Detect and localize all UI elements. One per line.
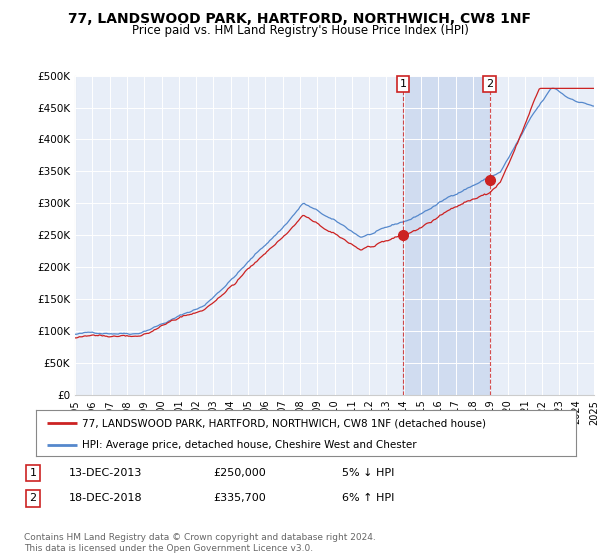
Text: Price paid vs. HM Land Registry's House Price Index (HPI): Price paid vs. HM Land Registry's House … (131, 24, 469, 37)
Text: 6% ↑ HPI: 6% ↑ HPI (342, 493, 394, 503)
Text: 77, LANDSWOOD PARK, HARTFORD, NORTHWICH, CW8 1NF (detached house): 77, LANDSWOOD PARK, HARTFORD, NORTHWICH,… (82, 418, 486, 428)
Text: £335,700: £335,700 (213, 493, 266, 503)
Text: £250,000: £250,000 (213, 468, 266, 478)
Text: 77, LANDSWOOD PARK, HARTFORD, NORTHWICH, CW8 1NF: 77, LANDSWOOD PARK, HARTFORD, NORTHWICH,… (68, 12, 532, 26)
Text: 1: 1 (29, 468, 37, 478)
Text: 1: 1 (400, 79, 407, 89)
Text: 2: 2 (486, 79, 493, 89)
Text: Contains HM Land Registry data © Crown copyright and database right 2024.
This d: Contains HM Land Registry data © Crown c… (24, 533, 376, 553)
Bar (403, 76, 490, 395)
Text: 18-DEC-2018: 18-DEC-2018 (69, 493, 143, 503)
Text: 13-DEC-2013: 13-DEC-2013 (69, 468, 142, 478)
Text: 5% ↓ HPI: 5% ↓ HPI (342, 468, 394, 478)
Text: 2: 2 (29, 493, 37, 503)
Text: HPI: Average price, detached house, Cheshire West and Chester: HPI: Average price, detached house, Ches… (82, 440, 416, 450)
